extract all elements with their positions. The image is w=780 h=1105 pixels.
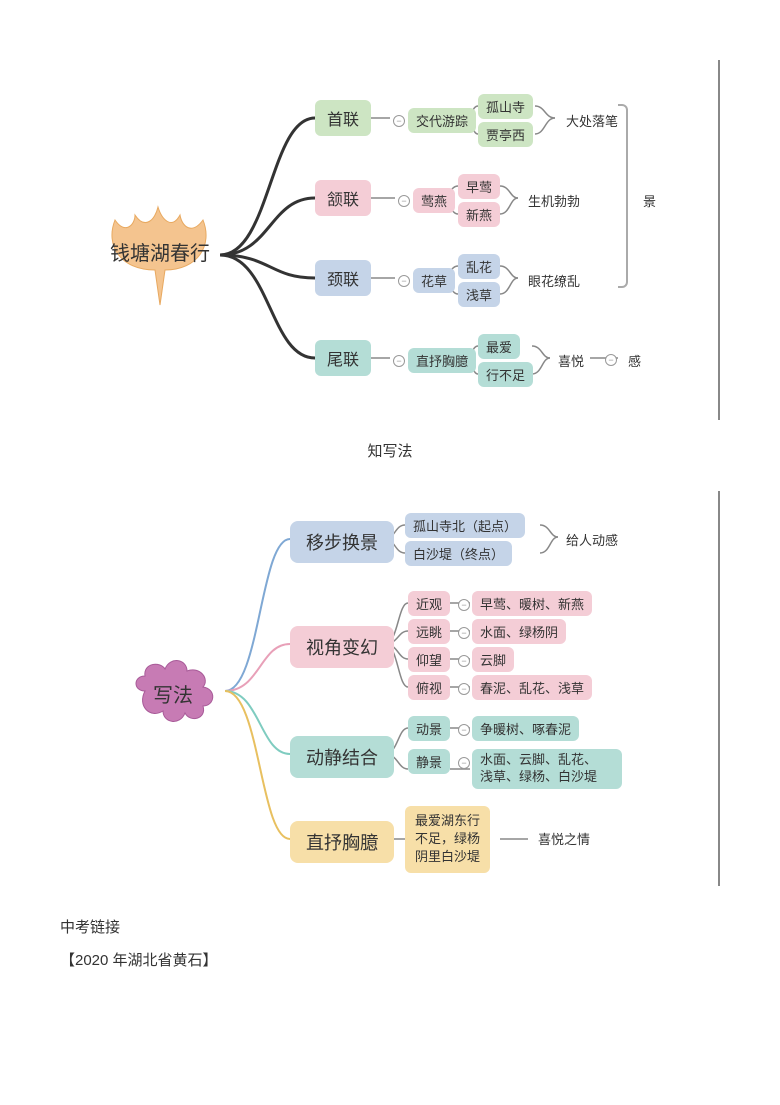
d2-key-2-0: 动景: [408, 716, 450, 741]
d2-branch-1: 视角变幻: [290, 626, 394, 668]
d1-leaf-2-1: 浅草: [458, 282, 500, 307]
d2-val-1-1: 水面、绿杨阴: [472, 619, 566, 644]
d2-key-2-1: 静景: [408, 749, 450, 774]
d1-leaf-2-0: 乱花: [458, 254, 500, 279]
d2-val-1-3: 春泥、乱花、浅草: [472, 675, 592, 700]
expand-icon: −: [458, 724, 470, 736]
d2-key-1-2: 仰望: [408, 647, 450, 672]
d2-val-2-1: 水面、云脚、乱花、 浅草、绿杨、白沙堤: [472, 749, 622, 789]
diagram1-root-text: 钱塘湖春行: [110, 237, 210, 266]
expand-icon: −: [458, 599, 470, 611]
expand-icon: −: [605, 354, 617, 366]
expand-icon: −: [393, 355, 405, 367]
d1-sub-1: −莺燕: [395, 188, 455, 213]
d1-sub-text-0: 交代游踪: [408, 108, 476, 133]
d2-branch-0: 移步换景: [290, 521, 394, 563]
expand-icon: −: [393, 115, 405, 127]
diagram2-root-text: 写法: [153, 679, 193, 708]
footer-source: 【2020 年湖北省黄石】: [60, 949, 720, 970]
d2-branch-2: 动静结合: [290, 736, 394, 778]
diagram1-side-label: 景: [635, 188, 664, 213]
d1-note-2: 眼花缭乱: [520, 268, 588, 293]
diagram1-root: 钱塘湖春行: [100, 195, 220, 315]
diagram2-root: 写法: [125, 651, 225, 731]
d1-leaf-1-1: 新燕: [458, 202, 500, 227]
d2-block-3: 最爱湖东行 不足，绿杨 阴里白沙堤: [405, 806, 490, 873]
d2-leaf-0-1: 白沙堤（终点）: [405, 541, 512, 566]
expand-icon: −: [398, 195, 410, 207]
d2-branch-3: 直抒胸臆: [290, 821, 394, 863]
d2-key-1-3: 俯视: [408, 675, 450, 700]
footer-link-title: 中考链接: [60, 916, 720, 937]
expand-icon: −: [458, 683, 470, 695]
d1-leaf-1-0: 早莺: [458, 174, 500, 199]
d1-leaf-3-1: 行不足: [478, 362, 533, 387]
d1-leaf-0-1: 贾亭西: [478, 122, 533, 147]
d1-note-0: 大处落笔: [558, 108, 626, 133]
expand-icon: −: [458, 757, 470, 769]
expand-icon: −: [398, 275, 410, 287]
d2-val-2-0: 争暖树、啄春泥: [472, 716, 579, 741]
d1-branch-1: 颔联: [315, 180, 371, 216]
d1-sub-text-2: 花草: [413, 268, 455, 293]
d1-leaf-3-0: 最爱: [478, 334, 520, 359]
d1-leaf-0-0: 孤山寺: [478, 94, 533, 119]
d1-branch-0: 首联: [315, 100, 371, 136]
expand-icon: −: [458, 655, 470, 667]
d2-leaf-0-0: 孤山寺北（起点）: [405, 513, 525, 538]
d1-note-1: 生机勃勃: [520, 188, 588, 213]
d2-note-0: 给人动感: [558, 527, 626, 552]
d2-key-1-0: 近观: [408, 591, 450, 616]
diagram-1: 钱塘湖春行 景 首联−交代游踪孤山寺贾亭西大处落笔颔联−莺燕早莺新燕生机勃勃颈联…: [60, 60, 720, 420]
d1-sub-0: −交代游踪: [390, 108, 476, 133]
d2-val-1-2: 云脚: [472, 647, 514, 672]
d2-note-3: 喜悦之情: [530, 826, 598, 851]
d1-branch-2: 颈联: [315, 260, 371, 296]
expand-icon: −: [458, 627, 470, 639]
d2-val-1-0: 早莺、暖树、新燕: [472, 591, 592, 616]
d1-extra-3: 感: [620, 348, 649, 373]
d1-branch-3: 尾联: [315, 340, 371, 376]
diagram-2: 写法 移步换景孤山寺北（起点）白沙堤（终点）给人动感视角变幻近观−早莺、暖树、新…: [60, 491, 720, 886]
caption: 知写法: [60, 440, 720, 461]
d1-note-3: 喜悦: [550, 348, 592, 373]
d2-key-1-1: 远眺: [408, 619, 450, 644]
d1-sub-3: −直抒胸臆: [390, 348, 476, 373]
d1-sub-text-3: 直抒胸臆: [408, 348, 476, 373]
d1-sub-text-1: 莺燕: [413, 188, 455, 213]
d1-sub-2: −花草: [395, 268, 455, 293]
